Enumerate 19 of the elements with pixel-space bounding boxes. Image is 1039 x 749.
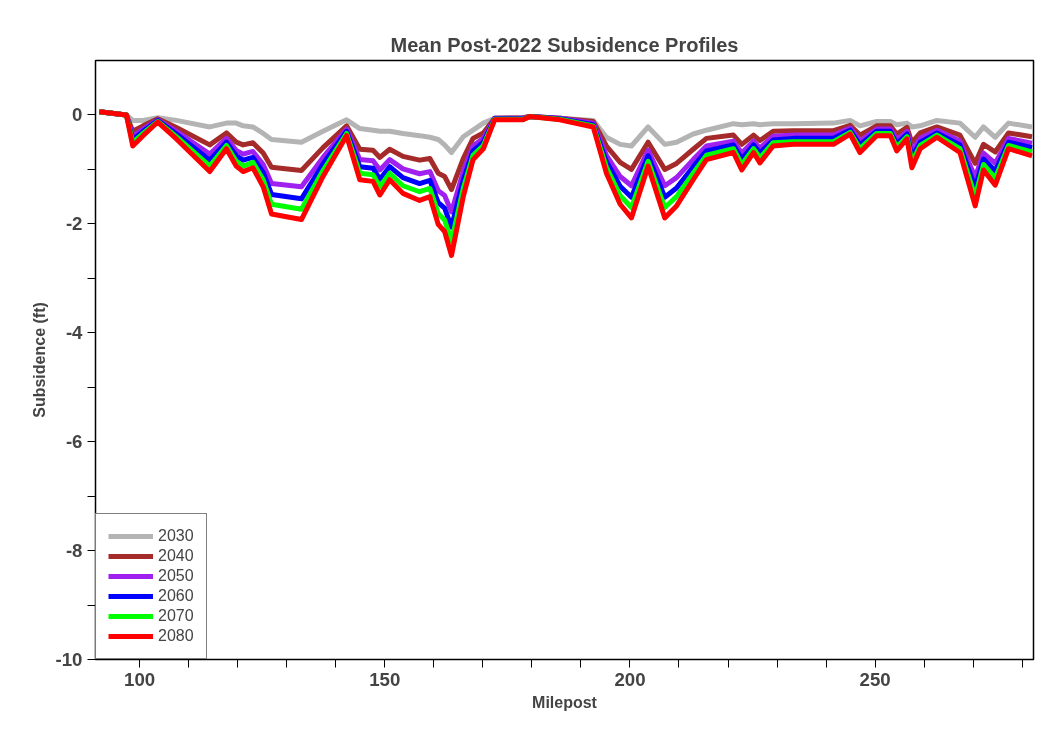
legend-label: 2060: [158, 587, 194, 605]
y-tick-label: -4: [65, 322, 84, 344]
y-tick-label: -6: [65, 431, 83, 453]
y-tick-label: 0: [72, 104, 83, 126]
y-tick-label: -8: [65, 540, 83, 562]
x-tick-label: 150: [369, 668, 401, 690]
legend-label: 2070: [158, 607, 194, 625]
legend-label: 2080: [158, 627, 194, 645]
x-axis-title: Milepost: [532, 693, 598, 711]
chart-title: Mean Post-2022 Subsidence Profiles: [390, 33, 739, 56]
x-tick-label: 200: [614, 668, 646, 690]
x-tick-label: 250: [859, 668, 891, 690]
y-tick-label: -10: [55, 649, 83, 670]
legend-label: 2050: [158, 567, 194, 585]
legend-label: 2030: [158, 527, 194, 545]
x-tick-label: 100: [124, 668, 156, 690]
y-axis-title: Subsidence (ft): [30, 302, 48, 418]
y-tick-label: -2: [65, 213, 83, 235]
legend-label: 2040: [158, 547, 194, 565]
